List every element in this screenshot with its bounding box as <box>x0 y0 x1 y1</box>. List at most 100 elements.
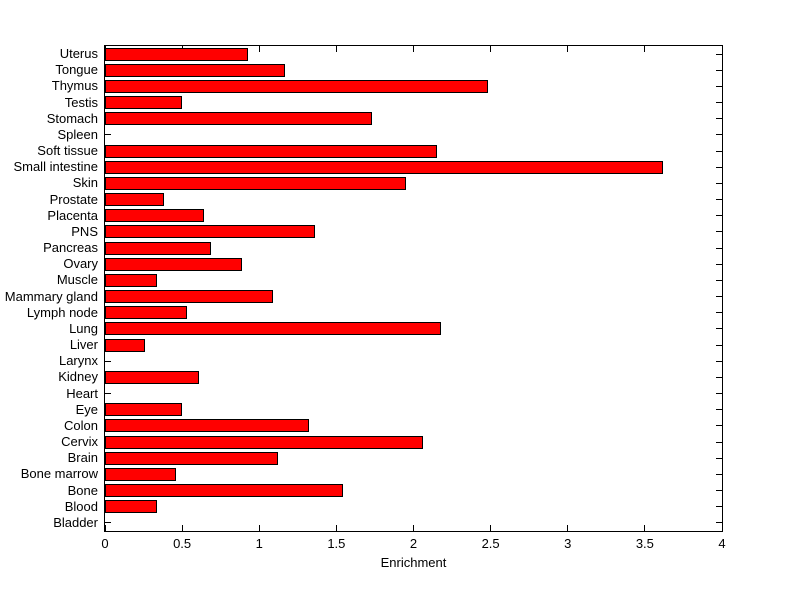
y-tick-label-soft-tissue: Soft tissue <box>37 143 98 159</box>
x-tick-label-3-5: 3.5 <box>635 536 654 551</box>
y-tick-label-bone-marrow: Bone marrow <box>20 466 98 482</box>
y-tick-label-testis: Testis <box>64 94 98 110</box>
y-tick-label-ovary: Ovary <box>63 256 98 272</box>
y-axis-tick-right <box>716 393 722 395</box>
y-axis-tick-left <box>105 360 111 362</box>
x-axis-tick-top <box>258 46 260 52</box>
bar-lung <box>105 322 442 336</box>
x-tick-label-1: 1 <box>255 536 263 551</box>
y-axis-tick-right <box>716 360 722 362</box>
x-axis-tick-bottom <box>181 525 183 531</box>
x-axis-tick-bottom <box>490 525 492 531</box>
y-tick-label-lung: Lung <box>69 320 98 336</box>
y-tick-label-placenta: Placenta <box>47 207 98 223</box>
y-tick-label-stomach: Stomach <box>46 110 98 126</box>
bar-skin <box>105 176 406 190</box>
y-axis-tick-left <box>105 393 111 395</box>
bar-tongue <box>105 63 286 77</box>
y-axis-tick-right <box>716 344 722 346</box>
x-tick-label-0: 0 <box>101 536 109 551</box>
y-axis-tick-right <box>716 312 722 314</box>
bar-lymph-node <box>105 306 187 320</box>
y-axis-tick-right <box>716 102 722 104</box>
x-axis-tick-top <box>335 46 337 52</box>
x-axis-tick-top <box>413 46 414 52</box>
y-axis-tick-right <box>716 441 722 443</box>
bar-mammary-gland <box>105 290 274 304</box>
x-tick-label-3: 3 <box>564 536 572 551</box>
y-tick-label-muscle: Muscle <box>56 272 98 288</box>
y-tick-label-skin: Skin <box>72 175 98 191</box>
x-tick-label-2-5: 2.5 <box>481 536 500 551</box>
y-axis-tick-right <box>716 490 722 492</box>
bar-eye <box>105 403 183 417</box>
x-axis-label: Enrichment <box>380 555 447 570</box>
y-tick-label-cervix: Cervix <box>61 434 98 450</box>
x-axis-tick-bottom <box>644 525 646 531</box>
bar-bone-marrow <box>105 467 176 481</box>
y-axis-tick-right <box>716 69 722 71</box>
plot-area <box>104 45 723 532</box>
bar-stomach <box>105 112 372 126</box>
x-tick-label-2: 2 <box>409 536 418 551</box>
y-axis-tick-right <box>716 425 722 427</box>
y-axis-tick-right <box>716 247 722 249</box>
x-axis-tick-bottom <box>335 525 337 531</box>
bar-cervix <box>105 435 423 449</box>
bar-testis <box>105 96 183 110</box>
y-tick-label-mammary-gland: Mammary gland <box>4 288 98 304</box>
bar-soft-tissue <box>105 144 437 158</box>
y-axis-tick-right <box>716 182 722 184</box>
x-tick-label-4: 4 <box>718 536 726 551</box>
y-axis-tick-right <box>716 473 722 475</box>
y-tick-label-thymus: Thymus <box>51 78 98 94</box>
y-axis-tick-right <box>716 118 722 120</box>
y-axis-tick-right <box>716 376 722 378</box>
x-tick-label-1-5: 1.5 <box>327 536 346 551</box>
y-tick-label-larynx: Larynx <box>58 353 98 369</box>
x-tick-label-0-5: 0.5 <box>173 536 192 551</box>
x-axis-tick-bottom <box>104 525 106 531</box>
y-tick-label-small-intestine: Small intestine <box>13 159 98 175</box>
x-axis-tick-bottom <box>567 525 569 531</box>
y-tick-label-blood: Blood <box>64 498 98 514</box>
y-axis-tick-right <box>716 506 722 508</box>
y-axis-tick-right <box>716 231 722 233</box>
y-tick-label-liver: Liver <box>69 337 98 353</box>
y-tick-label-lymph-node: Lymph node <box>26 304 98 320</box>
bar-prostate <box>105 193 164 207</box>
bar-pns <box>105 225 315 239</box>
y-axis-tick-right <box>716 279 722 281</box>
y-axis-tick-right <box>716 134 722 136</box>
y-axis-tick-right <box>716 166 722 168</box>
y-tick-label-bone: Bone <box>67 482 98 498</box>
bar-small-intestine <box>105 160 664 174</box>
x-axis-tick-top <box>490 46 492 52</box>
bar-uterus <box>105 47 249 61</box>
y-tick-label-eye: Eye <box>75 401 98 417</box>
y-axis-tick-right <box>716 457 722 459</box>
bar-kidney <box>105 370 200 384</box>
bar-placenta <box>105 209 204 223</box>
y-tick-label-prostate: Prostate <box>49 191 98 207</box>
x-axis-tick-top <box>721 46 723 52</box>
y-tick-label-uterus: Uterus <box>59 46 98 62</box>
y-axis-tick-right <box>716 263 722 265</box>
bar-ovary <box>105 257 243 271</box>
x-axis-tick-top <box>567 46 569 52</box>
y-axis-tick-right <box>716 296 722 298</box>
y-axis-tick-right <box>716 328 722 330</box>
x-axis-tick-bottom <box>413 525 414 531</box>
y-tick-label-colon: Colon <box>64 417 98 433</box>
y-axis-tick-right <box>716 199 722 201</box>
y-axis-tick-left <box>105 134 111 136</box>
x-axis-tick-top <box>644 46 646 52</box>
bar-brain <box>105 451 278 465</box>
x-axis-tick-bottom <box>721 525 723 531</box>
y-tick-label-bladder: Bladder <box>53 514 98 530</box>
y-axis-tick-right <box>716 522 722 524</box>
y-axis-tick-right <box>716 150 722 152</box>
bar-blood <box>105 500 158 514</box>
y-axis-tick-left <box>105 522 111 524</box>
